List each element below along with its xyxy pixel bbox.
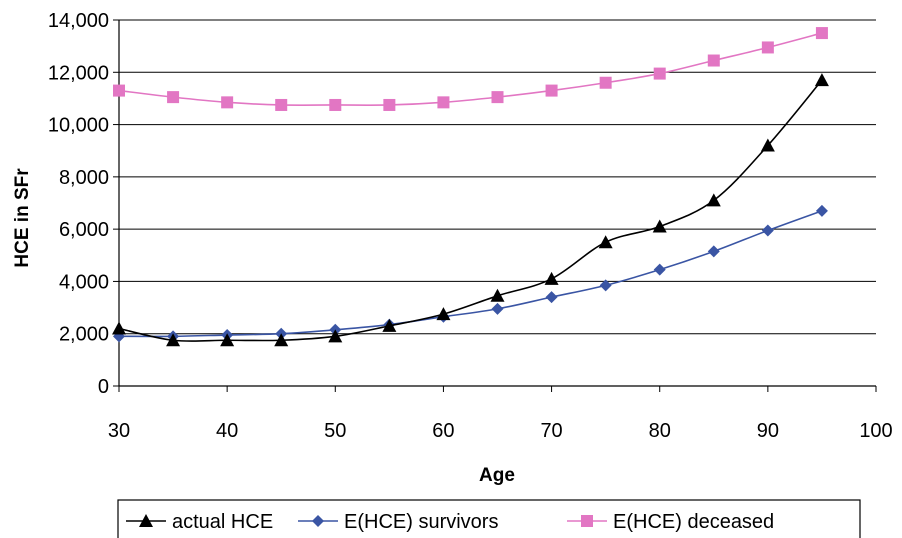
data-point xyxy=(814,73,829,87)
series-e-hce-deceased xyxy=(113,27,828,111)
y-axis-title: HCE in SFr xyxy=(12,168,33,268)
data-point xyxy=(112,321,126,335)
data-point xyxy=(221,96,234,109)
y-tick-label: 6,000 xyxy=(59,219,109,241)
legend-label: E(HCE) survivors xyxy=(344,511,498,533)
data-point xyxy=(167,91,180,104)
y-tick-label: 10,000 xyxy=(48,115,109,137)
data-point xyxy=(599,279,612,292)
data-point xyxy=(329,98,342,111)
x-tick-label: 80 xyxy=(649,420,671,442)
data-point xyxy=(545,291,558,304)
legend: actual HCE E(HCE) survivors E(HCE) decease… xyxy=(117,499,861,538)
data-point xyxy=(275,98,288,111)
data-point xyxy=(113,84,125,97)
legend-marker xyxy=(312,515,324,527)
series-line xyxy=(118,210,823,338)
data-point xyxy=(653,263,666,276)
data-point xyxy=(707,54,720,67)
y-tick-label: 8,000 xyxy=(59,167,109,189)
data-point xyxy=(383,98,396,111)
data-point xyxy=(436,307,451,321)
data-point xyxy=(815,27,828,40)
data-point xyxy=(760,138,775,152)
y-tick-label: 4,000 xyxy=(59,271,109,293)
data-point xyxy=(274,333,289,347)
data-point xyxy=(761,41,774,54)
data-point xyxy=(382,318,397,332)
y-tick-label: 2,000 xyxy=(59,324,109,346)
data-point xyxy=(707,245,720,258)
legend-label: actual HCE xyxy=(172,511,273,533)
legend-item: actual HCE xyxy=(126,511,273,533)
series-line xyxy=(118,79,823,342)
legend-item: E(HCE) deceased xyxy=(567,511,774,533)
y-tick-label: 14,000 xyxy=(48,10,109,32)
data-point xyxy=(491,302,504,315)
data-point xyxy=(490,288,505,302)
x-tick-label: 50 xyxy=(324,420,346,442)
data-point xyxy=(220,333,235,347)
legend-label: E(HCE) deceased xyxy=(613,511,774,533)
legend-marker xyxy=(581,515,593,527)
data-point xyxy=(545,84,558,97)
data-point xyxy=(437,96,450,109)
series-actual-hce xyxy=(112,73,829,347)
gridlines xyxy=(119,19,876,335)
legend-marker xyxy=(139,514,153,527)
y-tick-labels: 0 2,000 4,000 6,000 8,000 10,000 12,000 14,000 xyxy=(48,10,109,398)
data-point xyxy=(653,67,666,80)
x-tick-label: 60 xyxy=(432,420,454,442)
series-e-hce-survivors xyxy=(113,204,828,343)
legend-item: E(HCE) survivors xyxy=(298,511,498,533)
x-tick-label: 70 xyxy=(540,420,562,442)
data-point xyxy=(599,76,612,89)
data-point xyxy=(761,224,774,237)
data-point xyxy=(652,219,667,233)
data-point xyxy=(706,193,721,207)
data-point xyxy=(166,333,181,347)
x-tick-labels: 30 40 50 60 70 80 90 100 xyxy=(108,420,893,442)
series-line xyxy=(118,32,823,106)
x-axis-title: Age xyxy=(479,465,515,486)
y-tick-label: 12,000 xyxy=(48,62,109,84)
x-tick-label: 100 xyxy=(859,420,892,442)
x-tick-label: 90 xyxy=(757,420,779,442)
data-point xyxy=(815,204,828,217)
y-tick-label: 0 xyxy=(98,376,109,398)
data-point xyxy=(598,235,613,249)
x-tick-label: 30 xyxy=(108,420,130,442)
data-point xyxy=(328,329,343,343)
data-point xyxy=(491,91,504,104)
data-point xyxy=(544,271,559,285)
legend-box xyxy=(117,499,861,538)
series-group xyxy=(112,27,829,347)
x-tick-label: 40 xyxy=(216,420,238,442)
